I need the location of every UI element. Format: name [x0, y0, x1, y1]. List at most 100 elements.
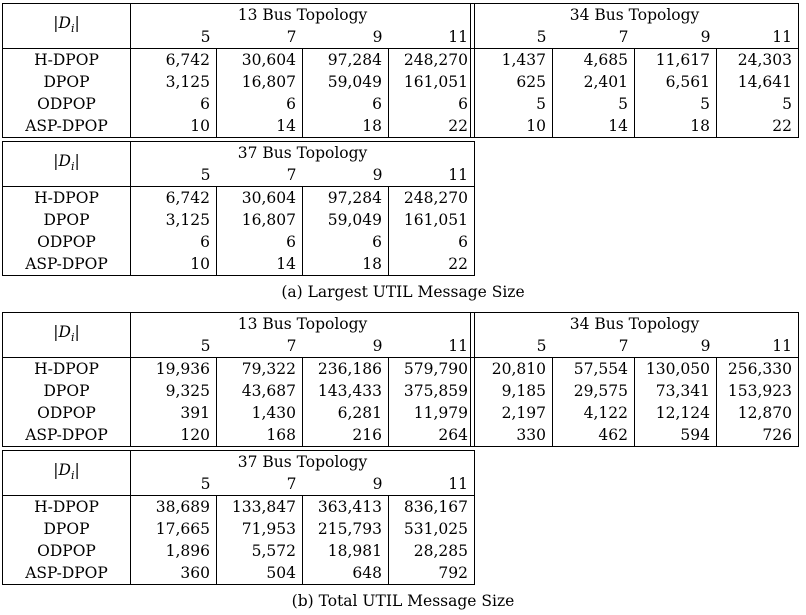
value-cell: 73,341 — [634, 380, 717, 402]
topology-title: 13 Bus Topology — [130, 3, 475, 26]
topology-title: 37 Bus Topology — [130, 141, 475, 164]
table-row: H-DPOP 6,742 30,604 97,284 248,270 — [2, 48, 475, 71]
domain-size-cell: 5 — [130, 164, 217, 187]
value-cell: 579,790 — [388, 357, 475, 380]
value-cell: 120 — [130, 424, 217, 447]
table-row: 625 2,401 6,561 14,641 — [470, 71, 799, 93]
domain-size-cell: 11 — [388, 164, 475, 187]
table-row: H-DPOP 6,742 30,604 97,284 248,270 — [2, 186, 475, 209]
table-row: ODPOP 1,896 5,572 18,981 28,285 — [2, 540, 475, 562]
algorithm-label: ODPOP — [2, 231, 131, 253]
value-cell: 10 — [130, 253, 217, 276]
value-cell: 4,122 — [552, 402, 635, 424]
value-cell: 363,413 — [302, 495, 389, 518]
table-row: 9,185 29,575 73,341 153,923 — [470, 380, 799, 402]
header-row: 34 Bus Topology — [470, 312, 799, 335]
value-cell: 6 — [130, 93, 217, 115]
topology-title: 37 Bus Topology — [130, 450, 475, 473]
panel_b-bus34-table: 34 Bus Topology 5 7 9 11 20,810 57,554 130,050 2… — [470, 312, 799, 447]
domain-size-cell: 7 — [216, 473, 303, 496]
value-cell: 9,325 — [130, 380, 217, 402]
domain-size-cell: 11 — [716, 26, 799, 49]
value-cell: 462 — [552, 424, 635, 447]
value-cell: 836,167 — [388, 495, 475, 518]
value-cell: 216 — [302, 424, 389, 447]
value-cell: 59,049 — [302, 71, 389, 93]
value-cell: 71,953 — [216, 518, 303, 540]
algorithm-label: ODPOP — [2, 402, 131, 424]
table-row: 10 14 18 22 — [470, 115, 799, 138]
value-cell: 30,604 — [216, 186, 303, 209]
value-cell: 6 — [302, 93, 389, 115]
value-cell: 6 — [302, 231, 389, 253]
panel_a-bus13-table: |Di| 13 Bus Topology 5 7 9 11 H-DPOP 6,742 30,60… — [2, 3, 475, 138]
domain-size-cell: 7 — [216, 335, 303, 358]
value-cell: 531,025 — [388, 518, 475, 540]
value-cell: 17,665 — [130, 518, 217, 540]
table-row: ASP-DPOP 10 14 18 22 — [2, 115, 475, 138]
row-header-cell: |Di| — [2, 450, 131, 496]
algorithm-label: H-DPOP — [2, 357, 131, 380]
value-cell: 133,847 — [216, 495, 303, 518]
domain-size-cell: 9 — [302, 335, 389, 358]
value-cell: 360 — [130, 562, 217, 585]
value-cell: 11,617 — [634, 48, 717, 71]
value-cell: 625 — [470, 71, 553, 93]
table-row: ODPOP 391 1,430 6,281 11,979 — [2, 402, 475, 424]
value-cell: 153,923 — [716, 380, 799, 402]
value-cell: 168 — [216, 424, 303, 447]
header-row: |Di| 13 Bus Topology — [2, 312, 475, 358]
domain-size-cell: 9 — [634, 335, 717, 358]
value-cell: 130,050 — [634, 357, 717, 380]
table-row: ASP-DPOP 360 504 648 792 — [2, 562, 475, 585]
table-row: 20,810 57,554 130,050 256,330 — [470, 357, 799, 380]
domain-size-cell: 5 — [470, 335, 553, 358]
domain-size-cell: 7 — [552, 26, 635, 49]
value-cell: 18,981 — [302, 540, 389, 562]
value-cell: 3,125 — [130, 71, 217, 93]
value-cell: 4,685 — [552, 48, 635, 71]
value-cell: 792 — [388, 562, 475, 585]
value-cell: 161,051 — [388, 71, 475, 93]
value-cell: 14 — [552, 115, 635, 138]
value-cell: 256,330 — [716, 357, 799, 380]
value-cell: 264 — [388, 424, 475, 447]
algorithm-label: ASP-DPOP — [2, 115, 131, 138]
value-cell: 10 — [470, 115, 553, 138]
value-cell: 97,284 — [302, 48, 389, 71]
domain-size-row: 5 7 9 11 — [3, 335, 475, 358]
value-cell: 5,572 — [216, 540, 303, 562]
value-cell: 236,186 — [302, 357, 389, 380]
value-cell: 6,742 — [130, 48, 217, 71]
table-row: H-DPOP 19,936 79,322 236,186 579,790 — [2, 357, 475, 380]
value-cell: 6 — [130, 231, 217, 253]
value-cell: 1,896 — [130, 540, 217, 562]
header-row: |Di| 37 Bus Topology — [2, 450, 475, 496]
value-cell: 6,742 — [130, 186, 217, 209]
domain-size-cell: 5 — [130, 335, 217, 358]
table-row: ODPOP 6 6 6 6 — [2, 231, 475, 253]
value-cell: 12,870 — [716, 402, 799, 424]
algorithm-label: H-DPOP — [2, 48, 131, 71]
domain-size-row: 5 7 9 11 — [3, 473, 475, 496]
value-cell: 5 — [716, 93, 799, 115]
value-cell: 6 — [388, 231, 475, 253]
row-header-cell: |Di| — [2, 312, 131, 358]
algorithm-label: ODPOP — [2, 93, 131, 115]
table-row: H-DPOP 38,689 133,847 363,413 836,167 — [2, 495, 475, 518]
value-cell: 161,051 — [388, 209, 475, 231]
value-cell: 38,689 — [130, 495, 217, 518]
value-cell: 59,049 — [302, 209, 389, 231]
algorithm-label: ASP-DPOP — [2, 424, 131, 447]
value-cell: 215,793 — [302, 518, 389, 540]
value-cell: 2,197 — [470, 402, 553, 424]
value-cell: 19,936 — [130, 357, 217, 380]
value-cell: 14 — [216, 115, 303, 138]
caption-b: (b) Total UTIL Message Size — [291, 592, 515, 610]
value-cell: 9,185 — [470, 380, 553, 402]
value-cell: 97,284 — [302, 186, 389, 209]
algorithm-label: DPOP — [2, 380, 131, 402]
value-cell: 3,125 — [130, 209, 217, 231]
table-row: DPOP 3,125 16,807 59,049 161,051 — [2, 209, 475, 231]
